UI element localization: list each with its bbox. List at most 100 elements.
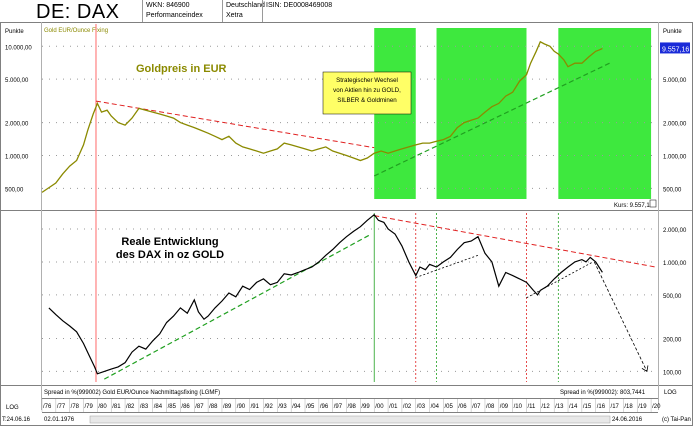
x-tick-label: /06 xyxy=(458,404,467,410)
log-label: LOG xyxy=(664,390,677,396)
x-tick-label: /96 xyxy=(320,404,329,410)
black-dotted-trend xyxy=(415,254,479,278)
last-value-badge xyxy=(660,42,690,54)
x-tick-label: /14 xyxy=(569,404,578,410)
country-label: Deutschland xyxy=(226,2,265,9)
x-tick-label: /90 xyxy=(237,404,246,410)
x-tick-label: /78 xyxy=(71,404,80,410)
x-tick-label: /92 xyxy=(264,404,273,410)
x-tick-label: /99 xyxy=(361,404,370,410)
unit-label: Punkte xyxy=(5,29,24,35)
x-tick-label: /11 xyxy=(527,404,536,410)
green-dashed-support xyxy=(373,62,610,177)
y-tick-label: 2.000,00 xyxy=(5,122,29,128)
annotation-text: Strategischer Wechsel von Aktien hin zu G… xyxy=(333,77,401,104)
annotation-box xyxy=(322,71,412,115)
x-tick-label: /89 xyxy=(223,404,232,410)
panel-title: Reale Entwicklung des DAX in oz GOLD xyxy=(116,236,224,261)
exchange-label: Xetra xyxy=(226,12,243,19)
x-tick-label: /13 xyxy=(555,404,564,410)
y-tick-label: 200,00 xyxy=(663,337,682,343)
log-label: LOG xyxy=(6,405,19,411)
panel-title: Goldpreis in EUR xyxy=(136,63,227,75)
x-tick-label: /10 xyxy=(514,404,523,410)
forecast-arrowhead xyxy=(641,365,649,373)
black-dotted-forecast xyxy=(593,261,648,372)
unit-label: Punkte xyxy=(663,29,682,35)
y-tick-label: 1.000,00 xyxy=(663,261,687,267)
x-tick-label: /05 xyxy=(444,404,453,410)
kurs-label: Kurs: 9.557,16 xyxy=(614,203,654,209)
x-tick-label: /88 xyxy=(209,404,218,410)
x-tick-label: /18 xyxy=(624,404,633,410)
header-separator xyxy=(262,0,263,22)
y-tick-label: 1.000,00 xyxy=(663,155,687,161)
x-tick-label: /82 xyxy=(126,404,135,410)
scroll-box xyxy=(649,199,657,208)
y-tick-label: 5.000,00 xyxy=(663,78,687,84)
x-tick-label: /03 xyxy=(417,404,426,410)
x-tick-label: /91 xyxy=(251,404,260,410)
x-tick-label: /94 xyxy=(292,404,301,410)
x-tick-label: /85 xyxy=(168,404,177,410)
last-value-text: 9.557,16 xyxy=(662,46,689,53)
x-tick-label: /98 xyxy=(348,404,357,410)
x-tick-label: /20 xyxy=(652,404,661,410)
x-tick-label: /17 xyxy=(611,404,620,410)
shaded-period xyxy=(558,28,652,199)
x-tick-label: /16 xyxy=(597,404,606,410)
y-tick-label: 1.000,00 xyxy=(5,155,29,161)
y-tick-label: 10.000,00 xyxy=(5,45,32,51)
header-bar: DE: DAX WKN: 846900 Performanceindex Deu… xyxy=(0,0,693,23)
x-tick-label: /00 xyxy=(375,404,384,410)
y-tick-label: 500,00 xyxy=(5,187,24,193)
y-tick-label: 2.000,00 xyxy=(663,228,687,234)
index-type-label: Performanceindex xyxy=(146,12,203,19)
x-tick-label: /15 xyxy=(583,404,592,410)
x-tick-label: /09 xyxy=(500,404,509,410)
x-tick-label: /12 xyxy=(541,404,550,410)
date-footer: T:24.06.16 xyxy=(2,417,31,423)
red-dashed-resistance xyxy=(95,100,375,149)
spread-label: Spread in %(999002) Gold EUR/Ounce Nachm… xyxy=(44,390,220,396)
x-tick-label: /93 xyxy=(278,404,287,410)
x-tick-label: /86 xyxy=(181,404,190,410)
x-tick-label: /83 xyxy=(140,404,149,410)
end-date-label: 24.06.2016 xyxy=(612,417,643,423)
x-tick-label: /19 xyxy=(638,404,647,410)
wkn-label: WKN: 846900 xyxy=(146,2,190,9)
y-tick-label: 5.000,00 xyxy=(5,78,29,84)
legend-label: Gold EUR/Ounce Fixing xyxy=(44,28,108,34)
header-separator xyxy=(142,0,143,22)
index-title: DE: DAX xyxy=(36,1,120,23)
date-scrollbar xyxy=(89,415,611,424)
x-tick-label: /07 xyxy=(472,404,481,410)
y-tick-label: 500,00 xyxy=(663,187,682,193)
x-tick-label: /01 xyxy=(389,404,398,410)
shaded-period xyxy=(436,28,527,199)
x-tick-label: /84 xyxy=(154,404,163,410)
gold-price-line xyxy=(41,40,603,193)
y-tick-label: 2.000,00 xyxy=(663,122,687,128)
y-tick-label: 100,00 xyxy=(663,370,682,376)
x-tick-label: /79 xyxy=(85,404,94,410)
x-tick-label: /95 xyxy=(306,404,315,410)
x-tick-label: /76 xyxy=(43,404,52,410)
x-tick-label: /80 xyxy=(98,404,107,410)
black-dotted-trend xyxy=(526,261,594,299)
y-tick-label: 500,00 xyxy=(663,294,682,300)
green-dashed-support xyxy=(104,233,372,380)
x-tick-label: /08 xyxy=(486,404,495,410)
spread-value-label: Spread in %(999002): 803,7441 xyxy=(560,390,646,396)
x-tick-label: /87 xyxy=(195,404,204,410)
x-tick-label: /02 xyxy=(403,404,412,410)
x-tick-label: /81 xyxy=(112,404,121,410)
x-tick-label: /77 xyxy=(57,404,66,410)
x-tick-label: /97 xyxy=(334,404,343,410)
header-separator xyxy=(222,0,223,22)
copyright-label: (c) Tai-Pan xyxy=(662,417,691,423)
dax-in-gold-line xyxy=(48,213,603,375)
isin-label: ISIN: DE0008469008 xyxy=(266,2,333,9)
start-date-label: 02.01.1976 xyxy=(44,417,75,423)
